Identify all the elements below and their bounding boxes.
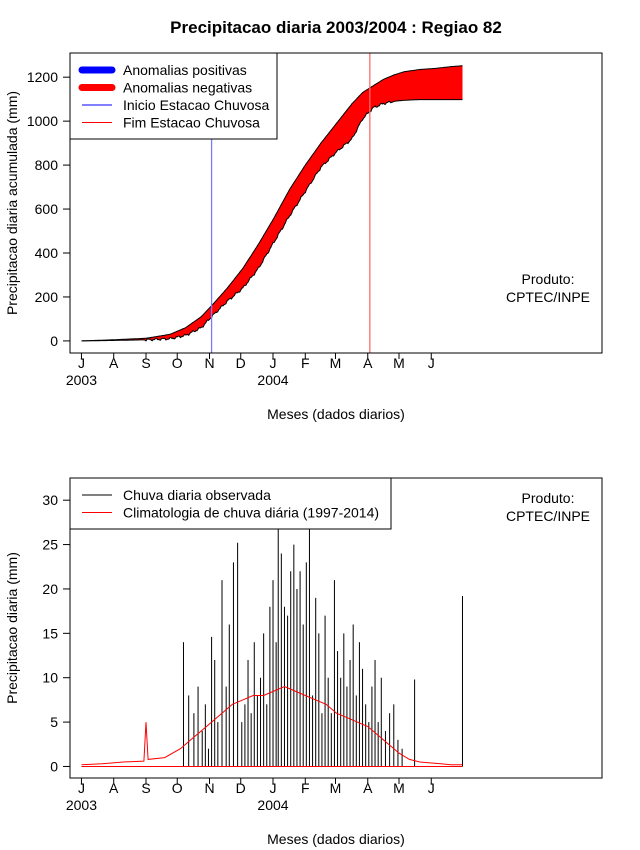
cumulative-y-tick-label: 600 bbox=[35, 201, 59, 217]
daily-x-axis-label: Meses (dados diarios) bbox=[267, 831, 405, 847]
cumulative-x-tick-label: M bbox=[330, 355, 342, 371]
daily-x-tick-label: J bbox=[270, 780, 277, 796]
cumulative-y-tick-label: 400 bbox=[35, 245, 59, 261]
cumulative-x-tick-label: M bbox=[393, 355, 405, 371]
daily-x-tick-label: O bbox=[172, 780, 183, 796]
cumulative-y-axis-label: Precipitacao diaria acumulada (mm) bbox=[4, 91, 20, 315]
cumulative-x-tick-label: D bbox=[236, 355, 246, 371]
cumulative-x-axis-label: Meses (dados diarios) bbox=[267, 406, 405, 422]
daily-x-tick-label: J bbox=[78, 780, 85, 796]
daily-x-tick-label: A bbox=[363, 780, 373, 796]
cumulative-y-tick-label: 0 bbox=[50, 333, 58, 349]
cumulative-year-label: 2004 bbox=[257, 372, 288, 388]
daily-y-axis-label: Precipitacao diaria (mm) bbox=[4, 552, 20, 704]
cumulative-y-tick-label: 200 bbox=[35, 289, 59, 305]
cumulative-x-tick-label: J bbox=[78, 355, 85, 371]
daily-x-tick-label: D bbox=[236, 780, 246, 796]
daily-year-label: 2004 bbox=[257, 797, 288, 813]
daily-plot-area bbox=[81, 491, 463, 767]
observed-cumulative-line bbox=[81, 99, 463, 342]
daily-legend-box bbox=[69, 477, 392, 530]
cumulative-x-tick-label: A bbox=[363, 355, 373, 371]
daily-y-tick-label: 15 bbox=[42, 625, 58, 641]
daily-y-tick-label: 25 bbox=[42, 537, 58, 553]
daily-year-label: 2003 bbox=[66, 797, 97, 813]
cumulative-x-tick-label: J bbox=[428, 355, 435, 371]
climatology-daily-line bbox=[81, 686, 463, 766]
cumulative-y-tick-label: 1200 bbox=[27, 69, 58, 85]
daily-legend: Chuva diaria observada Climatologia de ch… bbox=[69, 477, 392, 530]
daily-y-tick-label: 20 bbox=[42, 581, 58, 597]
daily-annotation-product: Produto: bbox=[522, 490, 575, 506]
cumulative-legend-label: Inicio Estacao Chuvosa bbox=[123, 97, 270, 113]
daily-y-tick-label: 5 bbox=[50, 714, 58, 730]
cumulative-y-tick-label: 800 bbox=[35, 157, 59, 173]
figure-title: Precipitacao diaria 2003/2004 : Regiao 8… bbox=[170, 18, 502, 37]
daily-x-tick-label: M bbox=[330, 780, 342, 796]
daily-legend-label: Chuva diaria observada bbox=[123, 487, 271, 503]
daily-y-tick-label: 30 bbox=[42, 492, 58, 508]
daily-annotation-source: CPTEC/INPE bbox=[506, 508, 590, 524]
cumulative-x-tick-label: F bbox=[301, 355, 310, 371]
daily-y-tick-label: 0 bbox=[50, 758, 58, 774]
cumulative-annotation-product: Produto: bbox=[522, 271, 575, 287]
daily-x-tick-label: A bbox=[109, 780, 119, 796]
cumulative-x-tick-label: N bbox=[204, 355, 214, 371]
cumulative-legend-label: Anomalias negativas bbox=[123, 80, 252, 96]
cumulative-annotation-source: CPTEC/INPE bbox=[506, 289, 590, 305]
cumulative-x-tick-label: O bbox=[172, 355, 183, 371]
negative-anomaly-band bbox=[81, 65, 463, 341]
cumulative-year-label: 2003 bbox=[66, 372, 97, 388]
daily-x-tick-label: M bbox=[393, 780, 405, 796]
cumulative-x-tick-label: S bbox=[141, 355, 150, 371]
cumulative-x-tick-label: A bbox=[109, 355, 119, 371]
cumulative-x-tick-label: J bbox=[270, 355, 277, 371]
daily-x-tick-label: N bbox=[204, 780, 214, 796]
daily-y-tick-label: 10 bbox=[42, 670, 58, 686]
cumulative-legend-label: Fim Estacao Chuvosa bbox=[123, 115, 260, 131]
climatology-cumulative-line bbox=[81, 65, 463, 342]
daily-x-tick-label: J bbox=[428, 780, 435, 796]
cumulative-y-tick-label: 1000 bbox=[27, 113, 58, 129]
daily-x-tick-label: F bbox=[301, 780, 310, 796]
cumulative-legend-label: Anomalias positivas bbox=[123, 62, 247, 78]
daily-x-tick-label: S bbox=[141, 780, 150, 796]
daily-legend-label: Climatologia de chuva diária (1997-2014) bbox=[123, 505, 379, 521]
cumulative-legend: Anomalias positivas Anomalias negativasIn… bbox=[69, 52, 278, 140]
